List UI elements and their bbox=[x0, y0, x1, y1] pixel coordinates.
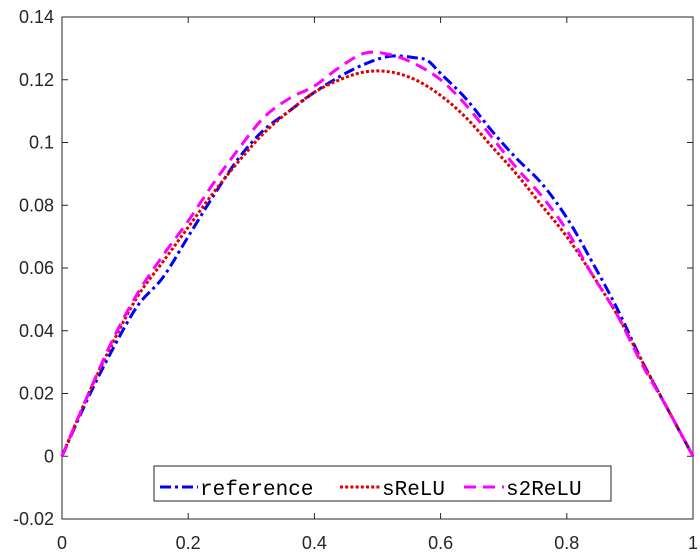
plot-area bbox=[61, 16, 694, 520]
x-tick-label: 0 bbox=[57, 533, 67, 553]
series-layer bbox=[60, 50, 695, 457]
y-tick-label: 0.02 bbox=[19, 384, 54, 404]
y-tick-label: 0.04 bbox=[19, 321, 54, 341]
x-tick-label: 0.6 bbox=[428, 533, 453, 553]
y-tick-label: 0.08 bbox=[19, 195, 54, 215]
x-tick-label: 1 bbox=[688, 533, 698, 553]
y-tick-label: 0.14 bbox=[19, 7, 54, 27]
legend-box bbox=[153, 465, 612, 502]
y-axis: -0.02 0 0.02 0.04 0.06 0.08 0.1 0.12 0.14 bbox=[13, 7, 693, 529]
series-line-srelu bbox=[60, 69, 695, 457]
series-line-s2relu bbox=[60, 50, 695, 457]
y-tick-label: 0.12 bbox=[19, 70, 54, 90]
y-tick-label: 0.1 bbox=[29, 133, 54, 153]
y-tick-label: -0.02 bbox=[13, 509, 54, 529]
legend-label-reference: reference bbox=[200, 479, 313, 502]
x-tick-label: 0.8 bbox=[554, 533, 579, 553]
y-tick-label: 0.06 bbox=[19, 258, 54, 278]
legend: reference sReLU s2ReLU bbox=[153, 465, 612, 502]
legend-label-srelu: sReLU bbox=[382, 479, 445, 502]
x-axis: 0 0.2 0.4 0.6 0.8 1 bbox=[57, 17, 698, 553]
y-tick-label: 0 bbox=[44, 446, 54, 466]
series-line-reference bbox=[60, 54, 695, 457]
x-tick-label: 0.4 bbox=[302, 533, 327, 553]
legend-label-s2relu: s2ReLU bbox=[506, 479, 582, 502]
x-tick-label: 0.2 bbox=[176, 533, 201, 553]
